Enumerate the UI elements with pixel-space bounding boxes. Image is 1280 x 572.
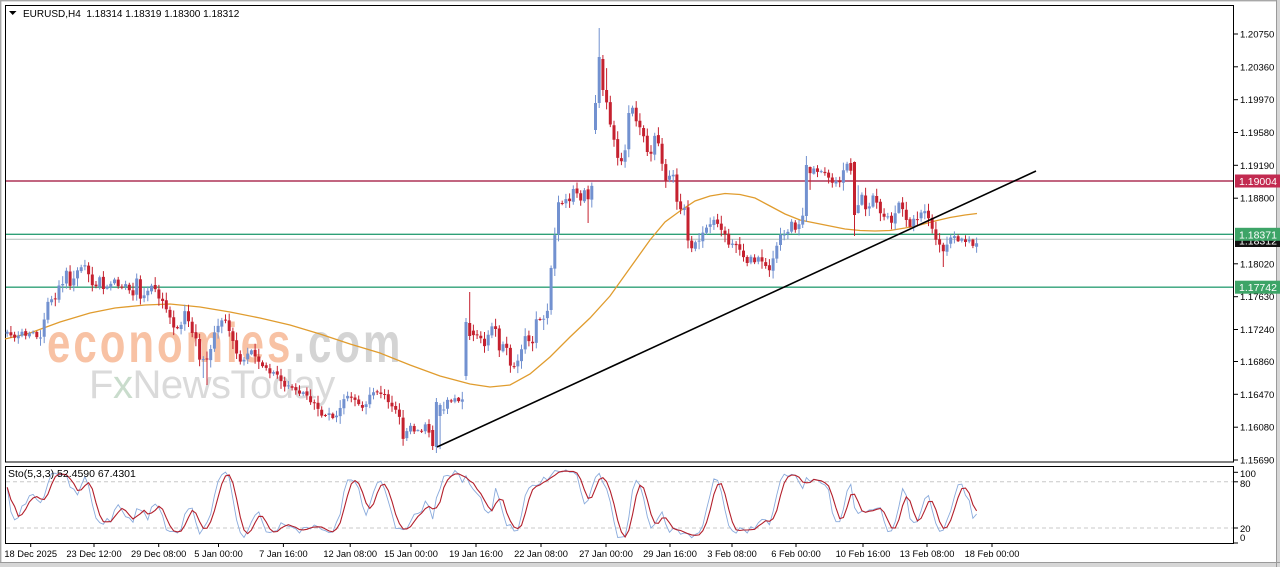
- svg-text:15 Jan 00:00: 15 Jan 00:00: [384, 549, 438, 559]
- svg-text:10 Feb 16:00: 10 Feb 16:00: [836, 549, 891, 559]
- svg-text:1.18020: 1.18020: [1240, 259, 1274, 270]
- svg-text:1.18371: 1.18371: [1239, 229, 1277, 241]
- svg-text:23 Dec 12:00: 23 Dec 12:00: [66, 549, 121, 559]
- svg-text:Sto(5,3,3) 52.4590 67.4301: Sto(5,3,3) 52.4590 67.4301: [8, 468, 136, 480]
- svg-text:5 Jan 00:00: 5 Jan 00:00: [194, 549, 243, 559]
- svg-text:1.19004: 1.19004: [1239, 176, 1277, 188]
- svg-text:1.17240: 1.17240: [1240, 325, 1274, 336]
- svg-text:13 Feb 08:00: 13 Feb 08:00: [900, 549, 955, 559]
- svg-text:EURUSD,H4 1.18314 1.18319 1.1: EURUSD,H4 1.18314 1.18319 1.18300 1.1831…: [23, 9, 240, 20]
- svg-text:1.16860: 1.16860: [1240, 357, 1274, 368]
- svg-text:12 Jan 08:00: 12 Jan 08:00: [323, 549, 377, 559]
- svg-text:1.16080: 1.16080: [1240, 423, 1274, 434]
- svg-text:1.19970: 1.19970: [1240, 95, 1274, 106]
- svg-text:1.20360: 1.20360: [1240, 62, 1274, 73]
- svg-text:18 Dec 2025: 18 Dec 2025: [4, 549, 57, 559]
- svg-text:6 Feb 00:00: 6 Feb 00:00: [771, 549, 821, 559]
- svg-text:18 Feb 00:00: 18 Feb 00:00: [965, 549, 1020, 559]
- svg-text:22 Jan 08:00: 22 Jan 08:00: [514, 549, 568, 559]
- svg-text:100: 100: [1240, 469, 1256, 480]
- svg-text:80: 80: [1240, 479, 1251, 490]
- svg-text:29 Dec 08:00: 29 Dec 08:00: [131, 549, 186, 559]
- svg-text:19 Jan 16:00: 19 Jan 16:00: [449, 549, 503, 559]
- svg-text:20: 20: [1240, 524, 1251, 535]
- svg-text:29 Jan 16:00: 29 Jan 16:00: [643, 549, 697, 559]
- svg-text:1.18800: 1.18800: [1240, 194, 1274, 205]
- svg-text:27 Jan 00:00: 27 Jan 00:00: [579, 549, 633, 559]
- svg-text:1.17630: 1.17630: [1240, 292, 1274, 303]
- svg-text:3 Feb 08:00: 3 Feb 08:00: [707, 549, 757, 559]
- svg-text:7 Jan 16:00: 7 Jan 16:00: [259, 549, 308, 559]
- svg-text:1.15690: 1.15690: [1240, 456, 1274, 467]
- svg-text:1.16470: 1.16470: [1240, 390, 1274, 401]
- svg-text:1.19190: 1.19190: [1240, 161, 1274, 172]
- svg-text:1.20750: 1.20750: [1240, 30, 1274, 41]
- svg-text:1.17742: 1.17742: [1239, 282, 1277, 294]
- svg-text:1.19580: 1.19580: [1240, 128, 1274, 139]
- svg-text:FxNewsToday: FxNewsToday: [89, 363, 335, 407]
- svg-text:0: 0: [1240, 533, 1245, 544]
